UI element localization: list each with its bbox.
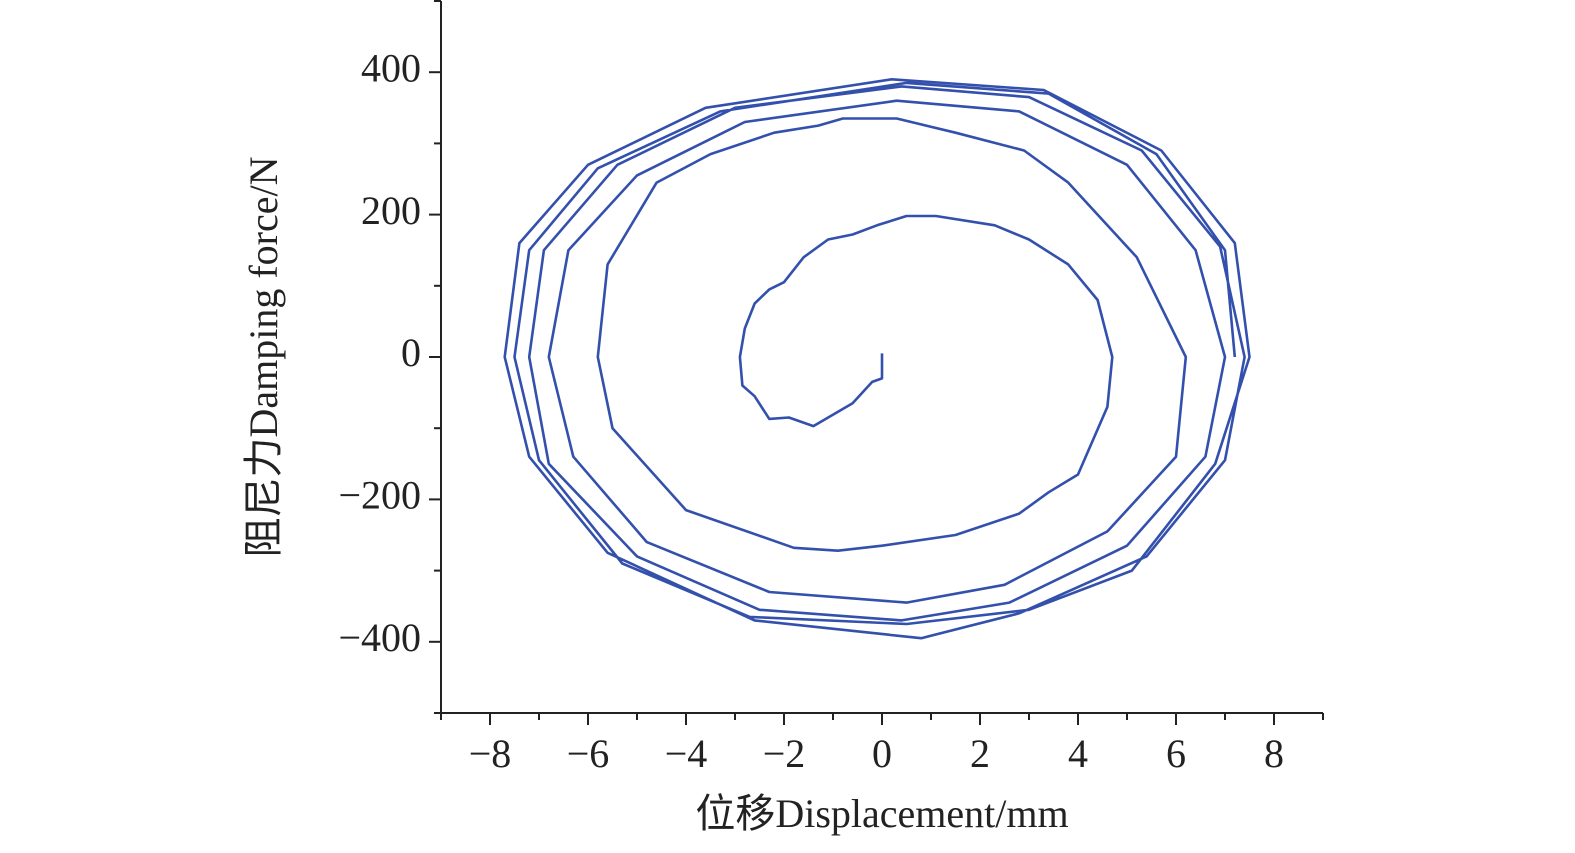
x-tick-label: −6 xyxy=(567,731,610,776)
y-tick-label: −200 xyxy=(338,473,421,518)
x-tick-label: 6 xyxy=(1166,731,1186,776)
x-tick-label: 4 xyxy=(1068,731,1088,776)
x-tick-label: 8 xyxy=(1264,731,1284,776)
data-line xyxy=(503,78,1251,640)
x-tick-label: 2 xyxy=(970,731,990,776)
x-tick-label: −2 xyxy=(763,731,806,776)
x-tick-label: −8 xyxy=(469,731,512,776)
y-tick-label: 0 xyxy=(401,330,421,375)
y-tick-label: 400 xyxy=(361,45,421,90)
y-tick-label: −400 xyxy=(338,615,421,660)
x-axis-label: 位移Displacement/mm xyxy=(695,791,1068,836)
x-tick-label: −4 xyxy=(665,731,708,776)
x-tick-label: 0 xyxy=(872,731,892,776)
y-axis-label: 阻尼力Damping force/N xyxy=(241,156,286,557)
y-tick-label: 200 xyxy=(361,188,421,233)
